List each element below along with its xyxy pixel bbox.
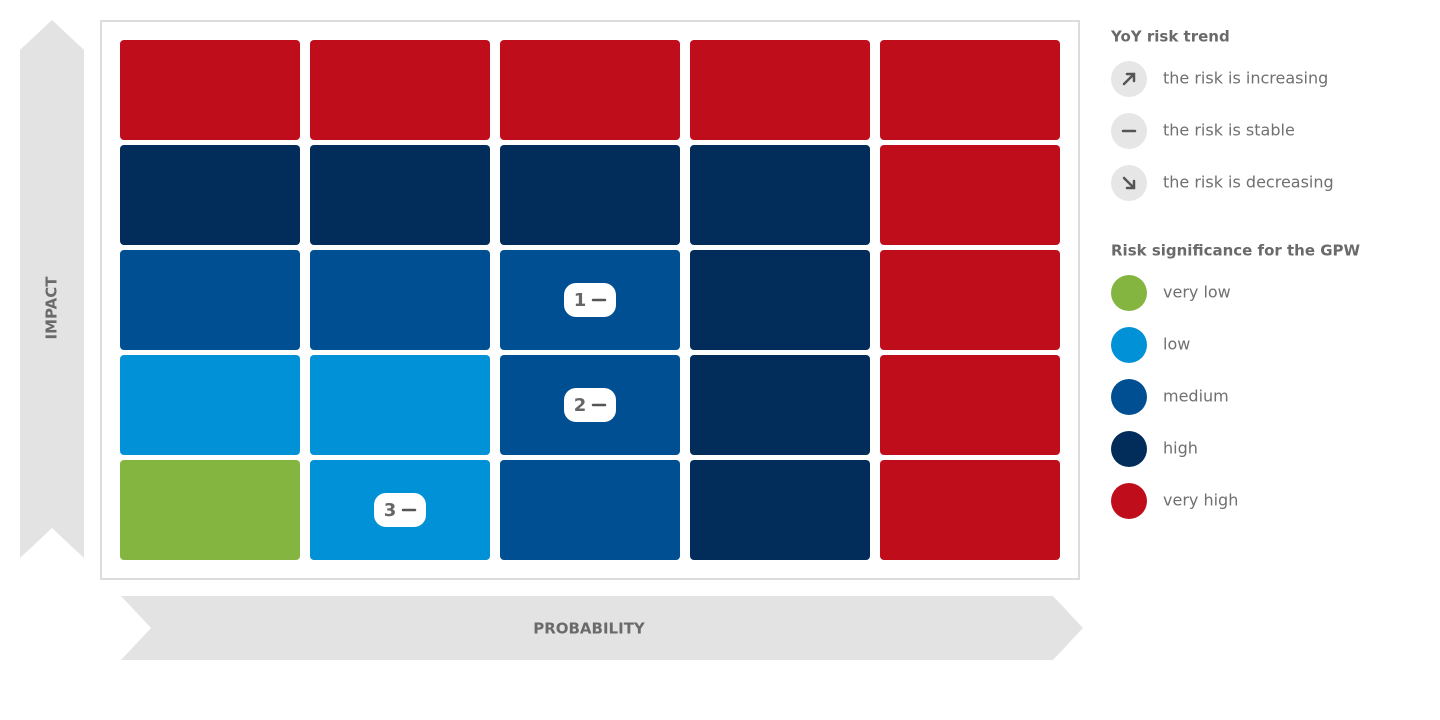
trend-legend-label: the risk is decreasing (1163, 173, 1334, 192)
trend-legend-label: the risk is increasing (1163, 69, 1328, 88)
matrix-cell (310, 40, 490, 140)
risk-marker (564, 283, 616, 317)
matrix-cell (310, 250, 490, 350)
matrix-cell (120, 250, 300, 350)
matrix-cell (690, 355, 870, 455)
matrix-cell (880, 460, 1060, 560)
trend-legend-title: YoY risk trend (1110, 28, 1230, 46)
significance-legend-title: Risk significance for the GPW (1111, 242, 1361, 260)
matrix-cell (690, 460, 870, 560)
matrix-cell (120, 145, 300, 245)
risk-marker-label: 2 (574, 395, 587, 416)
matrix-cell (500, 40, 680, 140)
matrix-cell (880, 250, 1060, 350)
trend-icon (1122, 72, 1136, 86)
matrix-cell (880, 355, 1060, 455)
significance-swatch (1111, 431, 1147, 467)
matrix-cell (690, 145, 870, 245)
significance-label: very low (1163, 283, 1231, 302)
matrix-cell (690, 250, 870, 350)
matrix-cell (690, 40, 870, 140)
trend-legend-label: the risk is stable (1163, 121, 1295, 140)
matrix-cell (500, 145, 680, 245)
significance-label: very high (1163, 491, 1238, 510)
impact-arrow (20, 20, 84, 558)
matrix-cell (880, 40, 1060, 140)
significance-swatch (1111, 275, 1147, 311)
probability-arrow (121, 596, 1083, 660)
y-axis-label: IMPACT (43, 276, 61, 340)
matrix-cell (310, 355, 490, 455)
x-axis-label: PROBABILITY (533, 620, 646, 638)
significance-label: low (1163, 335, 1190, 354)
significance-label: high (1163, 439, 1198, 458)
significance-swatch (1111, 379, 1147, 415)
trend-icon (1122, 176, 1136, 190)
matrix-cell (880, 145, 1060, 245)
risk-marker-label: 1 (574, 290, 587, 311)
risk-marker-label: 3 (384, 500, 397, 521)
matrix-cell (120, 40, 300, 140)
significance-swatch (1111, 327, 1147, 363)
significance-label: medium (1163, 387, 1229, 406)
significance-swatch (1111, 483, 1147, 519)
matrix-cell (310, 145, 490, 245)
risk-marker (374, 493, 426, 527)
risk-marker (564, 388, 616, 422)
matrix-cell (500, 460, 680, 560)
matrix-cell (120, 355, 300, 455)
matrix-cell (120, 460, 300, 560)
